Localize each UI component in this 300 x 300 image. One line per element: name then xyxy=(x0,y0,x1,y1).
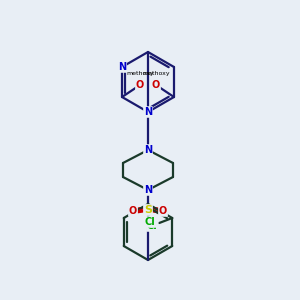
Text: O: O xyxy=(136,80,144,90)
Text: N: N xyxy=(144,145,152,155)
Text: S: S xyxy=(144,205,152,215)
Text: O: O xyxy=(152,80,160,90)
Text: methoxy: methoxy xyxy=(126,71,154,76)
Text: O: O xyxy=(129,206,137,216)
Text: N: N xyxy=(144,107,152,117)
Text: methoxy: methoxy xyxy=(142,71,170,76)
Text: N: N xyxy=(118,62,126,72)
Text: O: O xyxy=(159,206,167,216)
Text: Cl: Cl xyxy=(147,221,158,231)
Text: N: N xyxy=(144,185,152,195)
Text: Cl: Cl xyxy=(145,217,155,227)
